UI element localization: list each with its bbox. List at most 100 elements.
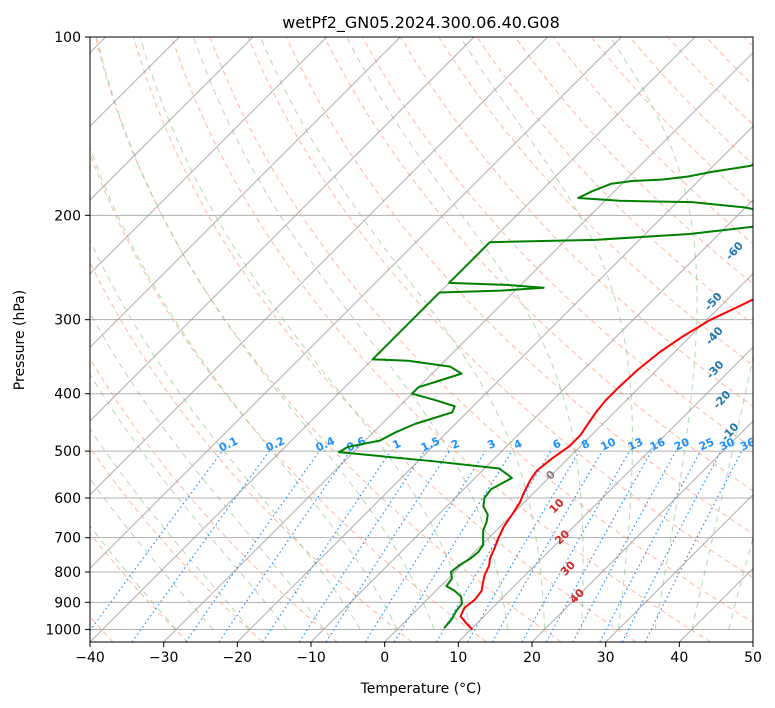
- y-tick-label: 300: [54, 313, 81, 329]
- y-axis-title: Pressure (hPa): [12, 290, 28, 390]
- dry-adiabat: [591, 37, 753, 205]
- y-tick-label: 1000: [45, 622, 81, 638]
- mixing-ratio-line: [298, 450, 425, 642]
- dry-adiabat: [247, 37, 753, 579]
- y-tick-label: 600: [54, 491, 81, 507]
- moist-adiabat: [90, 525, 177, 630]
- y-tick-label: 400: [54, 387, 81, 403]
- x-axis: −40 −30 −20 −10 0 10 20 30 40 50: [75, 642, 762, 666]
- mixing-ratio-label: 36: [738, 435, 758, 453]
- mixing-ratio-line: [621, 450, 722, 642]
- profile-lines: [337, 163, 753, 631]
- dry-adiabat: [552, 37, 753, 245]
- y-tick-label: 500: [54, 444, 81, 460]
- dry-adiabat-label: -60: [723, 239, 746, 263]
- isotherm-gridline: [605, 493, 753, 642]
- dry-adiabat-label: -50: [702, 290, 725, 314]
- moist-adiabat-label: 0: [543, 468, 558, 483]
- isotherm-gridline: [531, 420, 753, 642]
- x-tick-label: 30: [597, 650, 615, 666]
- moist-adiabat: [139, 37, 472, 630]
- mixing-ratio-label: 10: [598, 435, 618, 453]
- dry-adiabat: [90, 261, 413, 642]
- moist-adiabat: [90, 311, 324, 630]
- mixing-ratio-label: 2: [449, 437, 461, 452]
- mixing-ratio-line: [466, 450, 580, 642]
- dry-adiabat-label: -70: [761, 190, 775, 214]
- dewpoint-profile: [337, 163, 753, 629]
- dry-adiabat: [90, 532, 189, 642]
- mixing-ratio-line: [131, 450, 270, 642]
- dry-adiabat-label: -30: [704, 358, 727, 382]
- x-tick-label: −40: [75, 650, 105, 666]
- isotherm-gridline: [236, 125, 753, 642]
- mixing-ratio-label: 13: [626, 435, 645, 453]
- chart-title: wetPf2_GN05.2024.300.06.40.G08: [282, 13, 560, 33]
- x-tick-label: 10: [449, 650, 467, 666]
- isotherm-gridline: [90, 37, 549, 496]
- x-tick-label: 50: [744, 650, 762, 666]
- y-axis: 100 200 300 400 500 600 700 800 900 1000: [45, 30, 90, 638]
- mixing-ratio-line: [435, 450, 552, 642]
- moist-adiabat: [609, 37, 698, 630]
- moist-adiabat: [193, 37, 509, 630]
- y-tick-label: 100: [54, 30, 81, 46]
- mixing-ratio-line: [325, 450, 450, 642]
- isotherm-gridline: [90, 37, 401, 349]
- x-tick-label: 20: [523, 650, 541, 666]
- dry-adiabat: [438, 37, 753, 366]
- x-axis-title: Temperature (°C): [360, 681, 482, 697]
- x-tick-label: −10: [296, 650, 326, 666]
- mixing-ratio-line: [262, 450, 392, 642]
- moist-adiabat-label: 10: [547, 496, 567, 516]
- y-tick-label: 900: [54, 595, 81, 611]
- dry-adiabat-label: -40: [703, 324, 726, 348]
- x-tick-label: 0: [380, 650, 389, 666]
- moist-adiabat: [96, 37, 435, 630]
- dry-adiabat: [743, 37, 753, 47]
- isotherm-gridline: [163, 51, 753, 642]
- mixing-ratio-label: 25: [697, 435, 716, 453]
- mixing-ratio-label: 20: [672, 435, 692, 453]
- moist-adiabat: [691, 354, 753, 630]
- isotherm-gridline: [90, 37, 254, 201]
- dry-adiabat: [514, 37, 753, 285]
- moist-adiabat: [728, 535, 753, 630]
- x-tick-label: −30: [149, 650, 179, 666]
- dry-adiabat: [90, 357, 338, 642]
- mixing-ratio-line: [644, 450, 743, 642]
- x-tick-label: 40: [670, 650, 688, 666]
- isotherm-gridline: [90, 37, 328, 275]
- temperature-profile: [459, 298, 753, 631]
- mixing-ratio-label: 16: [648, 435, 668, 453]
- plot-frame: [89, 36, 754, 643]
- mixing-ratio-line: [185, 450, 320, 642]
- isotherm-gridline: [310, 199, 753, 642]
- mixing-ratio-line: [218, 450, 351, 642]
- moist-adiabat-label: 40: [567, 586, 587, 606]
- dry-adiabat: [90, 446, 263, 642]
- moist-adiabat: [346, 37, 584, 630]
- x-tick-label: −20: [223, 650, 253, 666]
- dry-adiabat: [400, 37, 753, 408]
- moist-adiabat: [260, 37, 546, 630]
- y-tick-label: 200: [54, 208, 81, 224]
- isotherm-gridline: [752, 641, 753, 642]
- moist-adiabat: [90, 373, 288, 630]
- isotherm-gridline: [678, 567, 753, 642]
- mixing-ratio-label: 30: [717, 435, 737, 453]
- mixing-ratio-label: 8: [579, 437, 591, 452]
- mixing-ratio-label: 3: [485, 437, 497, 452]
- mixing-ratio-line: [90, 450, 223, 632]
- moist-adiabat: [90, 238, 361, 630]
- y-tick-label: 800: [54, 565, 81, 581]
- moist-adiabat: [90, 145, 398, 630]
- moist-adiabat: [459, 37, 633, 630]
- dry-adiabat: [133, 37, 637, 642]
- isotherm-gridline: [90, 37, 475, 422]
- mixing-ratio-line: [364, 450, 486, 642]
- background-lines: [90, 37, 753, 642]
- dry-adiabat-label: -20: [711, 388, 734, 412]
- isotherm-gridline: [384, 272, 753, 642]
